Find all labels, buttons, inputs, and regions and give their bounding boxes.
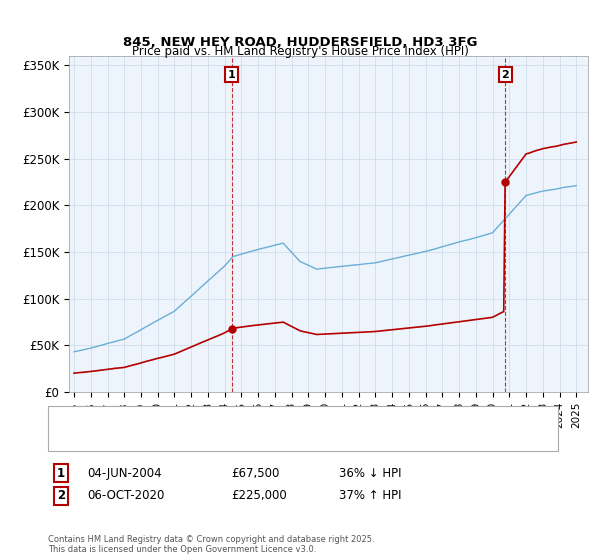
Text: 04-JUN-2004: 04-JUN-2004 <box>87 466 161 480</box>
Text: HPI: Average price, semi-detached house, Kirklees: HPI: Average price, semi-detached house,… <box>96 433 359 443</box>
Text: 1: 1 <box>57 466 65 480</box>
Text: 06-OCT-2020: 06-OCT-2020 <box>87 489 164 502</box>
Text: ─────: ───── <box>60 431 97 445</box>
Text: Price paid vs. HM Land Registry's House Price Index (HPI): Price paid vs. HM Land Registry's House … <box>131 45 469 58</box>
Text: 1: 1 <box>228 69 236 80</box>
Text: 845, NEW HEY ROAD, HUDDERSFIELD, HD3 3FG: 845, NEW HEY ROAD, HUDDERSFIELD, HD3 3FG <box>123 35 477 49</box>
Text: 2: 2 <box>57 489 65 502</box>
Text: ─────: ───── <box>60 409 97 422</box>
Text: 2: 2 <box>502 69 509 80</box>
Text: 845, NEW HEY ROAD, HUDDERSFIELD, HD3 3FG (semi-detached house): 845, NEW HEY ROAD, HUDDERSFIELD, HD3 3FG… <box>96 410 468 421</box>
Text: Contains HM Land Registry data © Crown copyright and database right 2025.
This d: Contains HM Land Registry data © Crown c… <box>48 535 374 554</box>
Text: 37% ↑ HPI: 37% ↑ HPI <box>339 489 401 502</box>
Text: 36% ↓ HPI: 36% ↓ HPI <box>339 466 401 480</box>
Text: £225,000: £225,000 <box>231 489 287 502</box>
Text: £67,500: £67,500 <box>231 466 280 480</box>
